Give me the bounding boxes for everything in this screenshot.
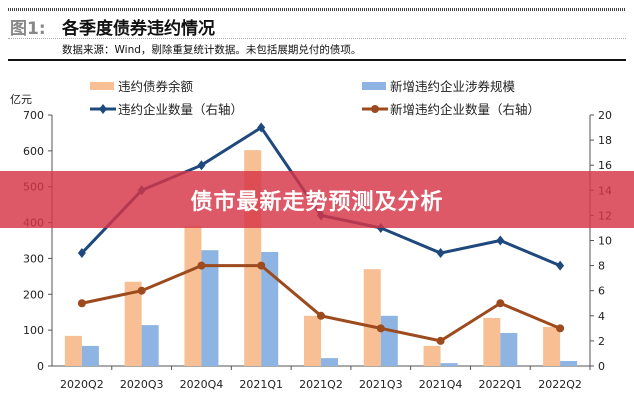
point-marker (376, 324, 385, 333)
legend-marker (99, 104, 107, 114)
point-marker (197, 261, 206, 270)
y2-tick-label: 8 (598, 260, 605, 273)
point-marker (77, 248, 86, 259)
y-tick-label: 200 (23, 288, 44, 301)
y-axis-label: 亿元 (10, 93, 32, 106)
bar-new-default-scale (500, 333, 518, 366)
point-marker (556, 260, 565, 271)
x-tick-label: 2021Q4 (419, 378, 463, 391)
y2-tick-label: 10 (598, 235, 612, 248)
bar-default-balance (304, 315, 321, 366)
legend-label: 新增违约企业数量（右轴） (390, 102, 540, 117)
bar-new-default-scale (201, 250, 219, 366)
point-marker (257, 261, 266, 270)
x-tick-label: 2022Q2 (538, 378, 582, 391)
y2-tick-label: 20 (598, 109, 612, 122)
bar-default-balance (184, 226, 202, 366)
y-tick-label: 600 (23, 145, 44, 158)
x-tick-label: 2020Q2 (60, 378, 104, 391)
y-tick-label: 700 (23, 109, 44, 122)
y2-tick-label: 6 (598, 285, 605, 298)
x-tick-label: 2020Q4 (180, 378, 224, 391)
x-tick-label: 2021Q3 (359, 378, 403, 391)
legend-label: 违约债券余额 (118, 79, 194, 94)
point-marker (257, 122, 266, 133)
legend-swatch (362, 82, 386, 90)
point-marker (197, 160, 206, 171)
chart-title: 各季度债券违约情况 (62, 19, 215, 39)
banner-text: 债市最新走势预测及分析 (190, 189, 444, 215)
bar-new-default-scale (81, 345, 99, 366)
point-marker (436, 248, 445, 259)
x-tick-label: 2022Q1 (479, 378, 523, 391)
bar-default-balance (543, 326, 561, 366)
x-tick-label: 2021Q2 (299, 378, 343, 391)
bar-new-default-scale (141, 325, 159, 366)
y2-tick-label: 18 (598, 134, 612, 147)
top-dotted-rule (8, 8, 626, 11)
point-marker (77, 299, 86, 308)
thick-divider (8, 59, 626, 61)
figure-label: 图1: (10, 19, 46, 39)
legend-swatch (90, 82, 114, 90)
point-marker (496, 299, 505, 308)
point-marker (436, 336, 445, 345)
y2-tick-label: 16 (598, 159, 612, 172)
legend-label: 违约企业数量（右轴） (118, 102, 243, 117)
x-tick-label: 2021Q1 (239, 378, 283, 391)
banner-overlay: 债市最新走势预测及分析 (0, 171, 634, 228)
y2-tick-label: 0 (598, 360, 605, 373)
y-tick-label: 0 (37, 360, 44, 373)
bar-default-balance (124, 281, 142, 366)
y2-tick-label: 4 (598, 310, 605, 323)
bar-default-balance (483, 317, 501, 366)
divider (8, 38, 626, 39)
point-marker (556, 324, 565, 333)
bar-new-default-scale (380, 315, 398, 366)
bar-default-balance (423, 345, 441, 366)
x-tick-label: 2020Q3 (120, 378, 164, 391)
bar-new-default-scale (560, 360, 578, 366)
bar-new-default-scale (440, 363, 458, 366)
point-marker (137, 286, 146, 295)
bar-new-default-scale (261, 251, 279, 366)
point-marker (317, 311, 325, 320)
bar-new-default-scale (321, 358, 338, 366)
data-source: 数据来源：Wind，剔除重复统计数据。未包括展期兑付的债项。 (62, 44, 362, 56)
legend-marker (371, 105, 379, 113)
bar-default-balance (363, 269, 381, 366)
y-tick-label: 300 (23, 252, 44, 265)
y2-tick-label: 2 (598, 335, 605, 348)
point-marker (496, 235, 505, 246)
y-tick-label: 100 (23, 324, 44, 337)
legend-label: 新增违约企业涉券规模 (390, 79, 516, 94)
bar-default-balance (64, 335, 82, 366)
